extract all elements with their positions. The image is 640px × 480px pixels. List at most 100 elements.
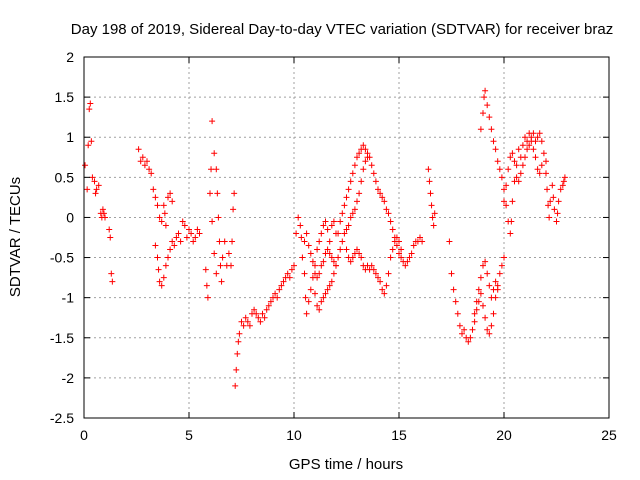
data-point [398,246,405,253]
data-point [225,250,232,257]
data-point [482,258,489,265]
data-point [152,242,159,249]
data-point [106,226,113,233]
data-point [471,318,478,325]
data-point [326,282,333,289]
data-point [99,206,106,213]
data-point [93,186,100,193]
data-point [540,150,547,157]
data-point [146,166,153,173]
data-point [330,270,337,277]
data-point [288,266,295,273]
data-point [135,146,142,153]
data-point [179,218,186,225]
data-point [236,330,243,337]
data-point [82,162,89,169]
data-point [475,298,482,305]
data-point [389,226,396,233]
data-point [425,166,432,173]
data-point [503,182,510,189]
data-point [446,238,453,245]
data-point [379,286,386,293]
data-point [156,278,163,285]
data-point [314,302,321,309]
data-point [559,182,566,189]
data-point [501,254,507,261]
data-point [354,154,360,161]
data-point [366,154,373,161]
data-point [86,106,93,113]
data-point [549,182,556,189]
data-point [536,130,543,137]
data-point [312,262,318,269]
data-point [341,202,348,209]
data-point [152,194,159,201]
data-point [360,142,367,149]
data-point [362,158,369,165]
data-point [426,178,433,185]
data-point [484,102,491,109]
data-point [526,142,533,149]
data-point [333,262,339,269]
y-tick-label: -1.5 [50,330,74,346]
data-point [522,134,528,141]
data-point [431,210,438,217]
data-point [219,254,226,261]
data-point [358,254,365,261]
data-point [276,286,283,293]
data-point [95,182,102,189]
data-point [320,294,327,301]
y-tick-label: 0.5 [55,169,75,185]
data-point [322,290,329,297]
data-point [553,218,560,225]
data-point [475,286,482,293]
data-point [505,166,512,173]
data-point [203,282,210,289]
data-point [88,138,95,145]
data-point [370,266,377,273]
data-point [484,326,491,333]
data-point [496,270,503,277]
data-point [477,274,484,281]
data-point [267,298,274,305]
data-point [265,302,272,309]
data-point [307,286,314,293]
data-point [341,230,348,237]
data-point [148,170,155,177]
data-point [335,230,342,237]
data-point [301,238,308,245]
data-point [314,274,321,281]
data-point [107,234,114,241]
data-point [459,330,465,337]
data-point [356,250,363,257]
data-point [316,238,323,245]
data-point [351,206,358,213]
data-point [484,270,491,277]
data-point [356,150,363,157]
data-point [554,210,561,217]
data-point [524,146,531,153]
data-point [347,178,354,185]
data-point [305,298,312,305]
data-point [345,186,352,193]
data-point [490,310,497,317]
data-point [517,170,524,177]
data-point [322,218,329,225]
data-point [295,214,302,221]
data-point [561,174,568,181]
data-point [330,258,337,265]
data-point [102,214,108,221]
data-point [461,326,468,333]
data-point [305,242,312,249]
data-point [92,190,99,197]
data-point [208,166,215,173]
data-point [370,170,377,177]
data-point [494,158,501,165]
y-tick-label: -0.5 [50,250,74,266]
data-point [486,114,493,121]
data-point [543,170,549,177]
data-point [141,162,148,169]
data-point [356,190,363,197]
data-point [318,262,325,269]
